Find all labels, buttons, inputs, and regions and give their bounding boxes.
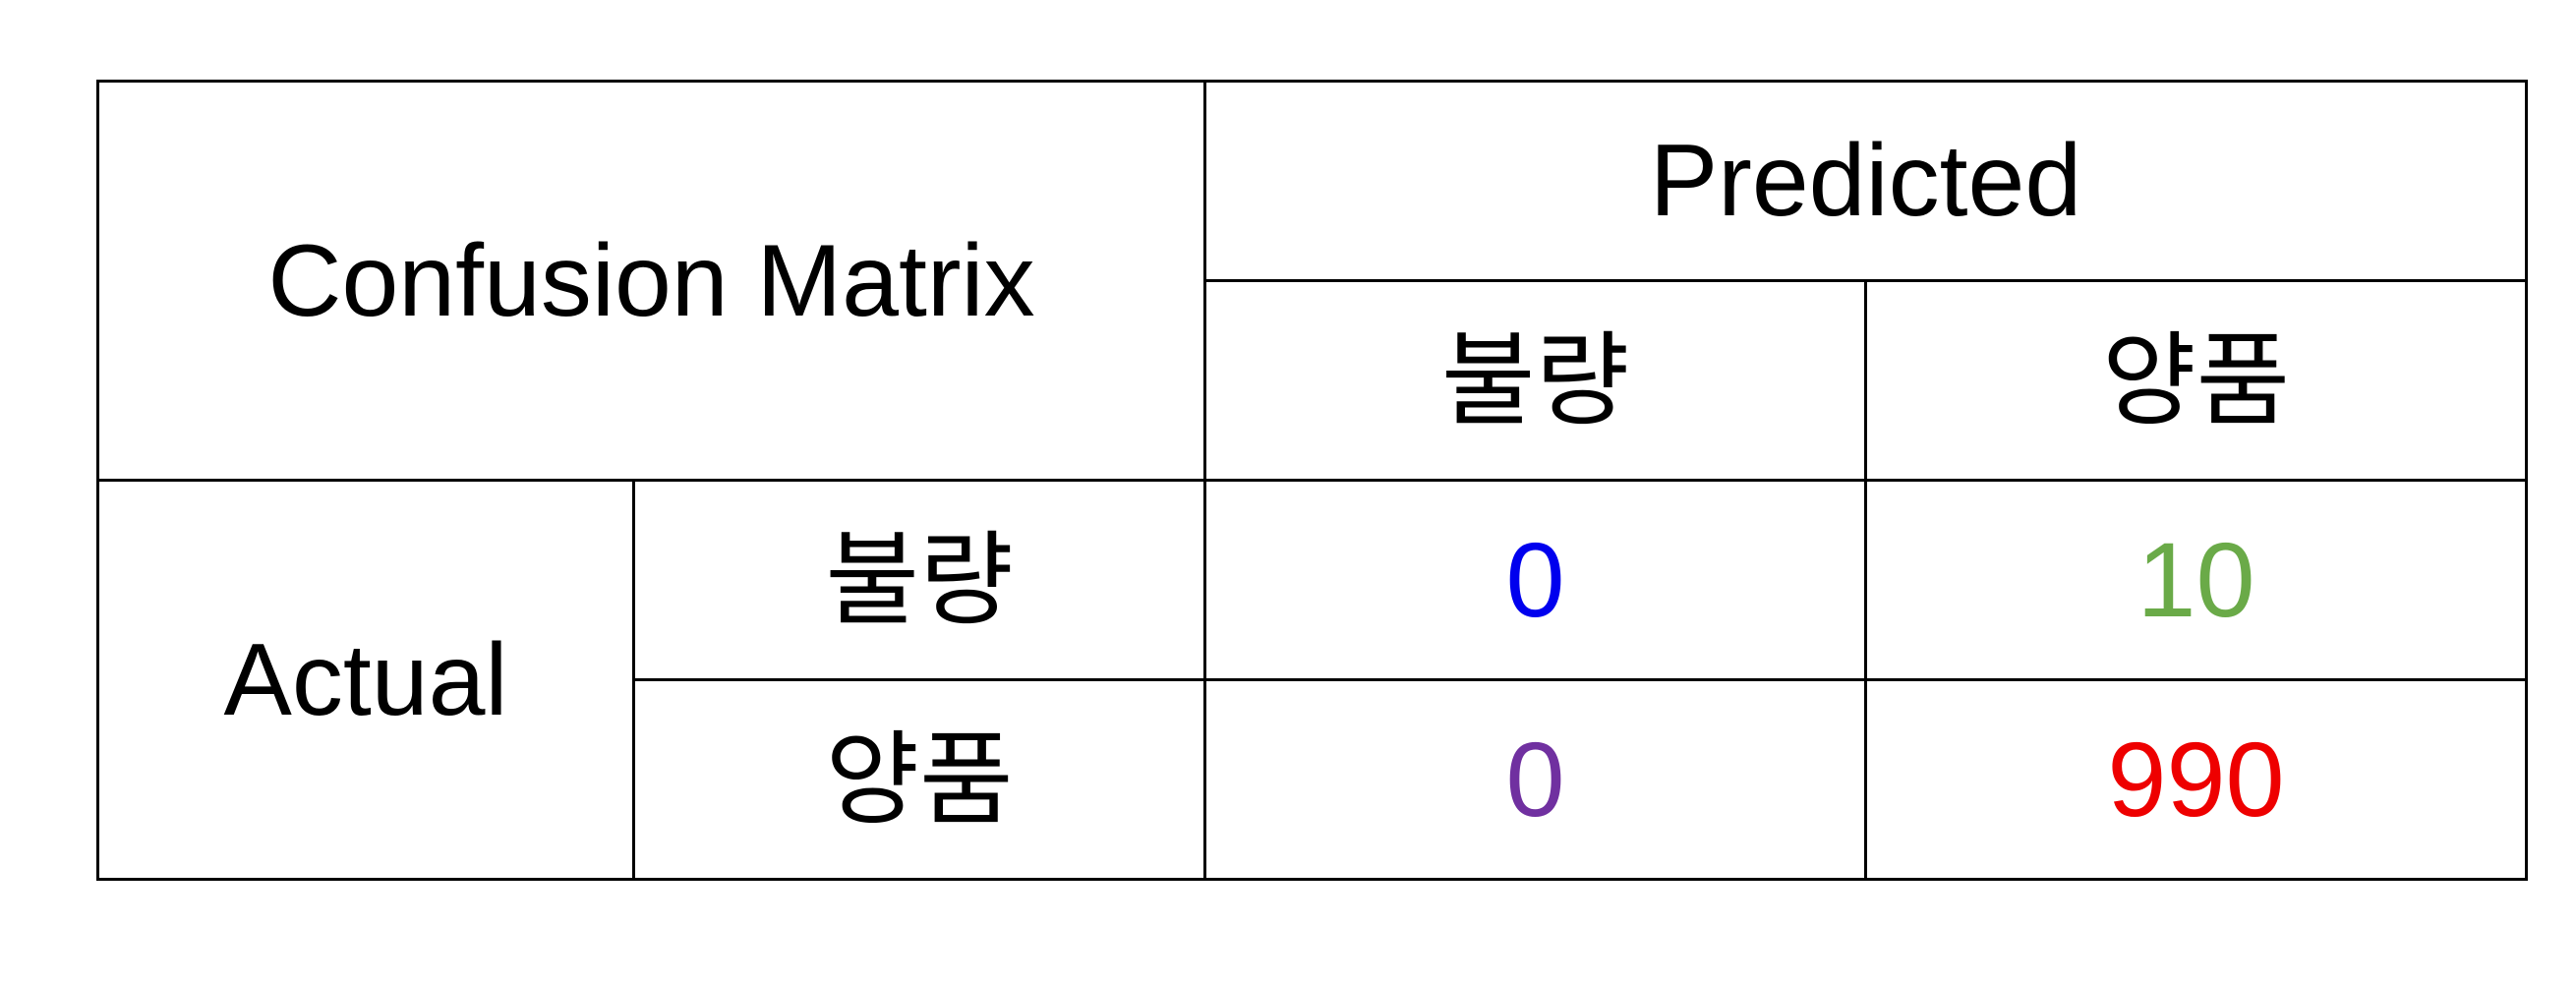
predicted-label-defective: 불량 — [1203, 279, 1867, 482]
actual-label-good: 양품 — [632, 678, 1206, 881]
predicted-label-good: 양품 — [1863, 279, 2529, 482]
actual-header: Actual — [96, 479, 635, 881]
actual-label-defective: 불량 — [632, 479, 1206, 681]
table-row: 불량 양품 — [98, 279, 2529, 482]
matrix-title: Confusion Matrix — [96, 80, 1206, 482]
table-row: 양품 0 990 — [98, 678, 2529, 881]
cell-actual-defective-predicted-good: 10 — [1863, 479, 2529, 681]
confusion-matrix-table: Confusion Matrix Predicted 불량 양품 Actual … — [96, 80, 2529, 881]
predicted-header: Predicted — [1202, 80, 2529, 282]
cell-actual-defective-predicted-defective: 0 — [1203, 479, 1867, 681]
table-row: Confusion Matrix Predicted — [96, 80, 2529, 482]
table-row: Actual 불량 0 10 — [96, 479, 2529, 881]
cell-actual-good-predicted-defective: 0 — [1203, 678, 1867, 881]
cell-actual-good-predicted-good: 990 — [1863, 678, 2529, 881]
